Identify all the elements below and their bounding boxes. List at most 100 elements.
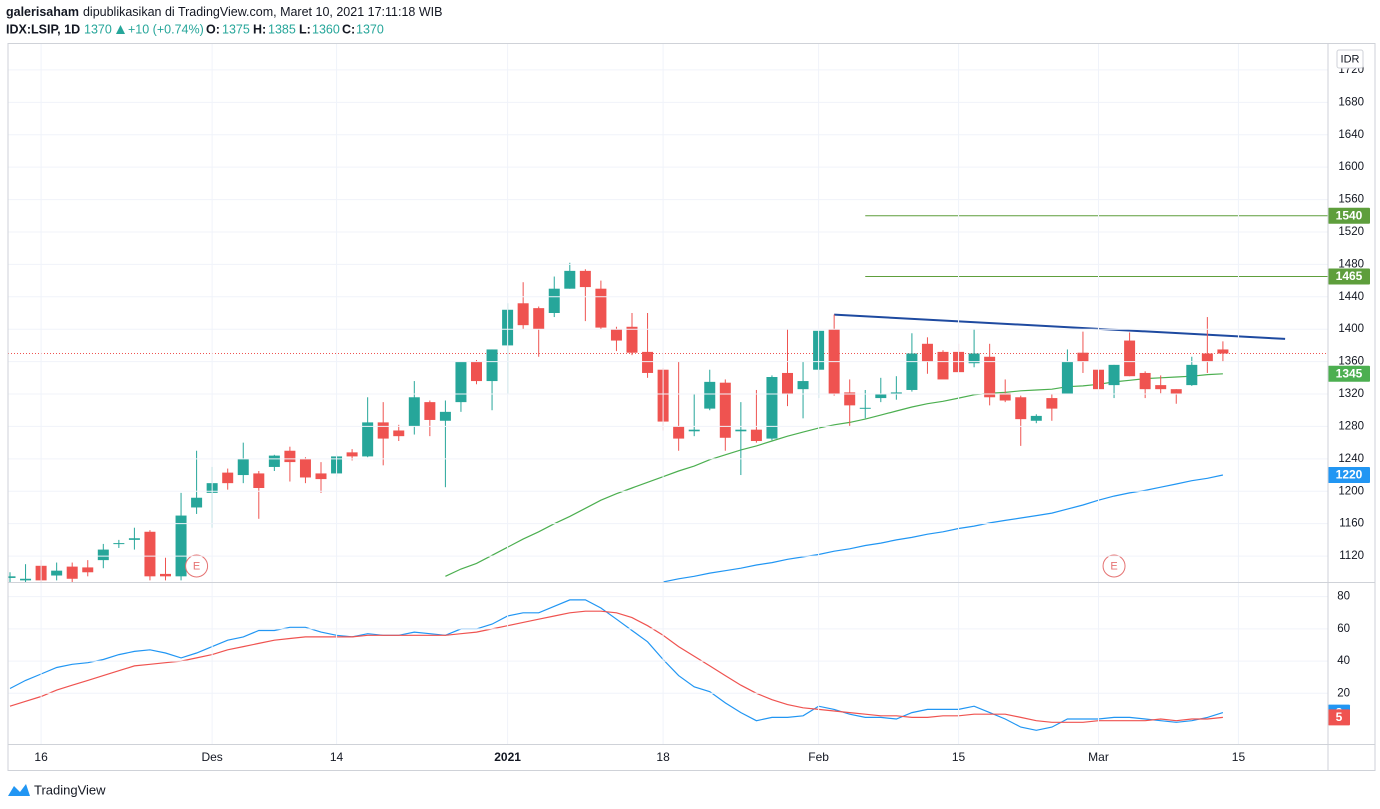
x-tick-label: Feb	[808, 750, 829, 764]
candle-body	[704, 381, 716, 409]
oscillator-pane	[9, 599, 1224, 731]
candle-body	[299, 458, 311, 478]
y-tick-label: 1240	[1338, 453, 1364, 465]
candle-body	[160, 573, 171, 577]
candle-body	[408, 397, 420, 427]
price-tag-label: 1345	[1336, 366, 1363, 380]
y-tick-label: 1480	[1338, 258, 1364, 270]
candle-body	[175, 515, 187, 577]
x-tick-label: 14	[330, 750, 344, 764]
y-tick-label: 1200	[1338, 485, 1364, 497]
ohlc-value: 1370	[356, 22, 384, 36]
candle-body	[268, 455, 280, 467]
price-tag	[1328, 467, 1370, 484]
price-tag	[1328, 365, 1370, 382]
y-tick-label: 60	[1337, 623, 1350, 635]
candle-body	[1015, 397, 1027, 420]
candle-body	[642, 351, 654, 373]
x-tick-label: 15	[1232, 750, 1246, 764]
x-tick-label: Mar	[1088, 750, 1109, 764]
y-tick-label: 1280	[1338, 420, 1364, 432]
candle-body	[284, 450, 296, 463]
earnings-label: E	[193, 560, 200, 572]
currency: IDR	[1341, 53, 1360, 65]
candle-body	[797, 381, 809, 390]
candle-body	[906, 353, 918, 390]
candle-body	[921, 343, 933, 362]
ohlc-value: 1385	[268, 22, 296, 36]
candle-body	[377, 422, 389, 439]
y-tick-label: 20	[1337, 687, 1350, 699]
y-tick-label: 40	[1337, 655, 1350, 667]
candle-body	[424, 402, 436, 420]
published: dipublikasikan di TradingView.com, Maret…	[83, 5, 442, 19]
candle-body	[1217, 349, 1229, 354]
candle-body	[20, 578, 32, 581]
ohlc-label: O:	[206, 22, 220, 36]
candle-body	[859, 407, 871, 409]
y-tick-label: 1160	[1339, 518, 1364, 530]
candle-body	[719, 382, 731, 438]
candle-body	[610, 329, 622, 341]
ohlc-value: 1360	[312, 22, 340, 36]
y-tick-label: 1680	[1338, 96, 1364, 108]
candle-body	[66, 566, 78, 579]
ohlc-label: H:	[253, 22, 266, 36]
candle-body	[782, 372, 793, 395]
y-tick-label: 1640	[1338, 129, 1364, 141]
candle-body	[1155, 385, 1167, 390]
candle-body	[1170, 389, 1182, 395]
y-tick-label: 1600	[1338, 161, 1364, 173]
last-price: 1370	[84, 22, 112, 36]
candle-body	[97, 549, 109, 561]
candle-body	[486, 349, 498, 382]
x-tick-label: 16	[34, 750, 48, 764]
candle-body	[8, 576, 16, 578]
candle-body	[346, 452, 358, 457]
moving-average	[445, 373, 1223, 577]
candle-body	[533, 308, 545, 330]
price-tag	[1328, 207, 1370, 224]
x-tick-label: Des	[201, 750, 222, 764]
candle-body	[1046, 398, 1058, 409]
candle-body	[548, 288, 560, 313]
indicator-line	[9, 599, 1224, 731]
symbol: IDX:LSIP, 1D	[6, 22, 80, 36]
candle-body	[688, 429, 700, 432]
candle-body	[968, 353, 980, 364]
y-tick-label: 1360	[1338, 356, 1364, 368]
change: +10 (+0.74%)	[128, 22, 204, 36]
candle-body	[937, 351, 949, 380]
price-tag-label: 5	[1336, 710, 1343, 724]
candle-body	[626, 326, 638, 353]
plot: E E16 Des 14 2021 18 Feb 15 Mar 15112011601200124…	[8, 44, 1370, 764]
y-tick-label: 1520	[1338, 226, 1364, 238]
candle-body	[890, 392, 902, 395]
candle-body	[222, 472, 234, 484]
earnings-marker	[1102, 554, 1126, 578]
y-tick-label: 1400	[1338, 323, 1364, 335]
candle-body	[144, 531, 156, 577]
candle-body	[253, 473, 265, 489]
x-tick-label: 15	[952, 750, 966, 764]
y-tick-label: 1560	[1338, 194, 1364, 206]
candle-body	[362, 422, 374, 457]
candle-body	[237, 458, 249, 476]
frame	[7, 43, 1376, 771]
candle-body	[766, 377, 778, 439]
y-tick-label: 80	[1337, 591, 1350, 603]
logo	[8, 784, 30, 796]
price-tag	[1328, 709, 1350, 726]
candle-body	[113, 543, 125, 545]
price-tag-label: 1540	[1336, 208, 1363, 222]
ohlc-label: C:	[342, 22, 355, 36]
price-tag	[1328, 268, 1370, 285]
candle-body	[1108, 364, 1120, 386]
candle-body	[315, 473, 327, 480]
candle-body	[564, 270, 576, 289]
candle-body	[1201, 353, 1213, 362]
ohlc-label: L:	[299, 22, 311, 36]
candle-body	[439, 411, 451, 421]
brand: TradingView	[34, 782, 106, 797]
